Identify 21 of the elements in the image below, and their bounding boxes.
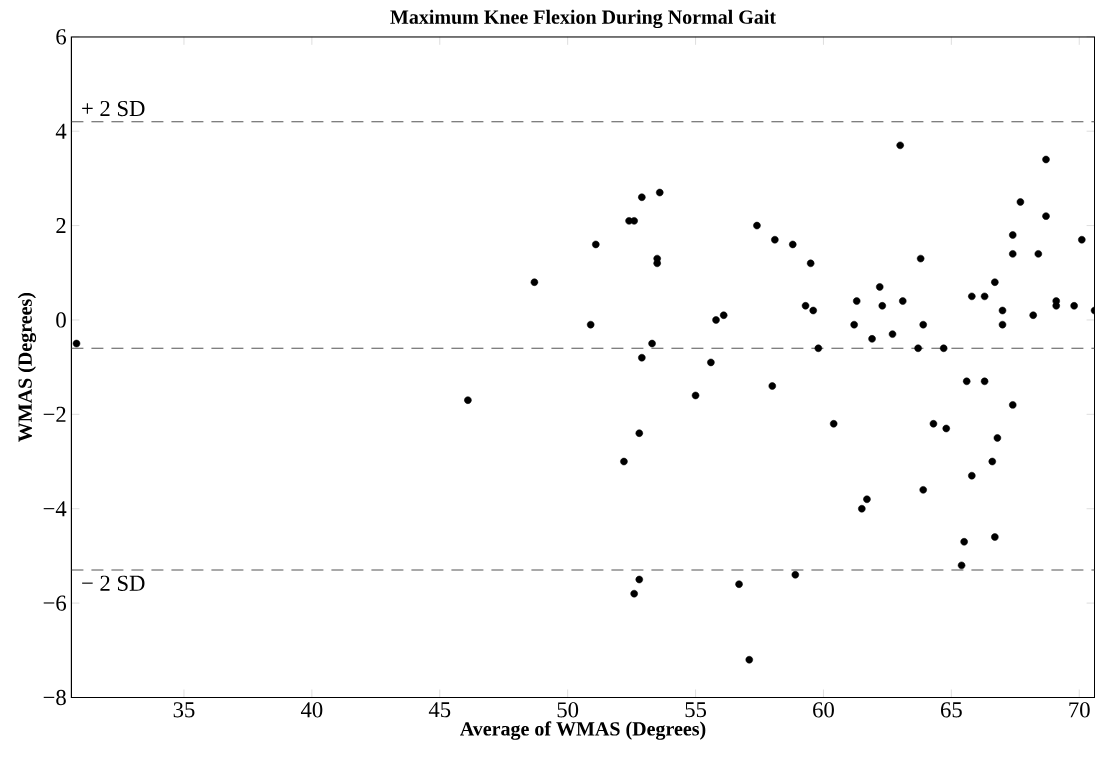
ref-line-label: + 2 SD [82, 100, 145, 117]
y-tick-label: −4 [43, 501, 67, 517]
x-tick-label: 70 [1069, 702, 1090, 718]
x-tick-label: 55 [685, 702, 707, 718]
chart-title: Maximum Knee Flexion During Normal Gait [390, 9, 776, 29]
y-tick-label: −2 [43, 406, 66, 422]
y-tick-label: −8 [43, 689, 66, 706]
y-axis-title: WMAS (Degrees) [17, 292, 37, 442]
x-axis-title: Average of WMAS (Degrees) [460, 721, 706, 740]
y-tick-label: 2 [56, 218, 66, 234]
x-tick-label: 65 [941, 702, 962, 718]
x-tick-label: 60 [813, 702, 834, 718]
x-tick-label: 45 [428, 702, 451, 718]
x-tick-label: 40 [300, 702, 323, 718]
ref-line-label: − 2 SD [82, 575, 145, 591]
y-tick-label: 6 [56, 29, 67, 45]
y-tick-label: −6 [43, 595, 67, 611]
x-tick-label: 50 [557, 702, 579, 718]
x-tick-label: 35 [173, 702, 195, 718]
y-tick-label: 4 [55, 123, 67, 139]
y-tick-label: 0 [56, 312, 66, 328]
